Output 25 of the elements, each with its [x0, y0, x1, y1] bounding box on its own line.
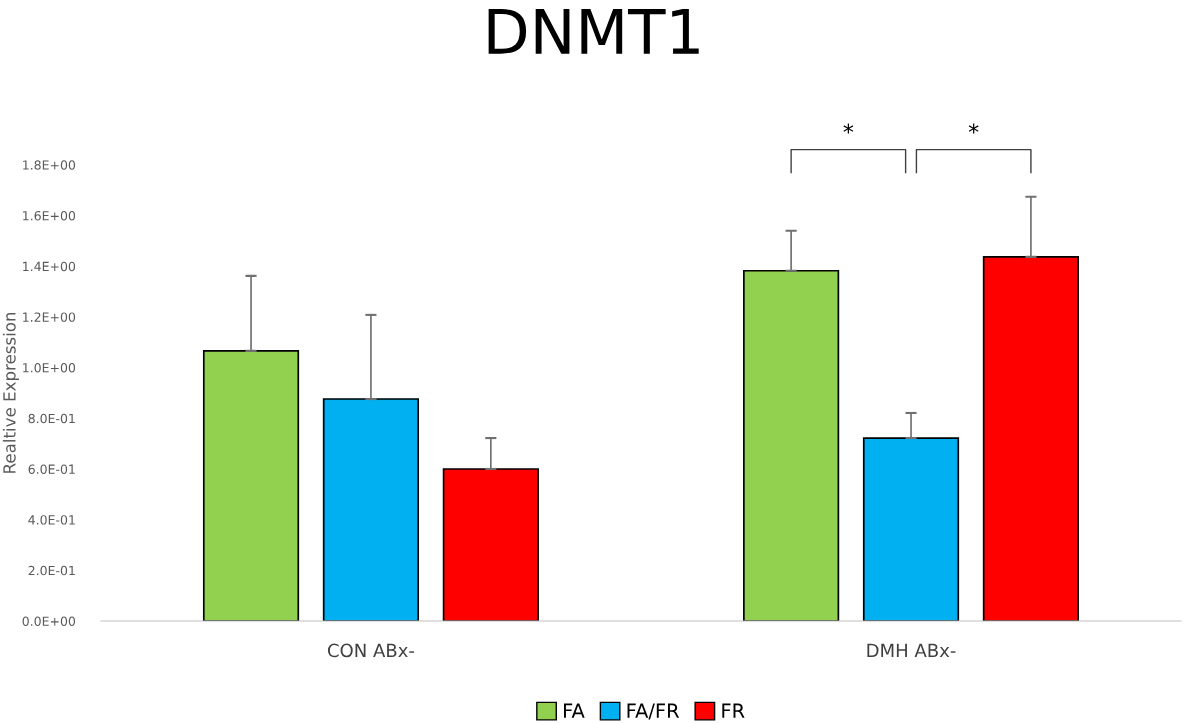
y-tick-label: 8.0E-01: [28, 413, 75, 424]
y-tick-label: 1.2E+00: [23, 312, 76, 322]
chart-title: DNMT1: [488, 9, 699, 54]
y-tick-label: 2.0E-01: [28, 565, 75, 576]
bar: [862, 437, 960, 622]
y-tick-label: 0.0E+00: [22, 616, 76, 626]
y-tick-label: 1.6E+00: [23, 211, 76, 221]
bar: [202, 350, 300, 622]
text: *: [968, 123, 979, 134]
y-tick-label: 1.0E+00: [23, 363, 76, 373]
legend-label: FR: [722, 703, 745, 718]
y-tick-label: 1.4E+00: [23, 261, 76, 272]
y-tick-label: 4.0E-01: [28, 515, 75, 525]
bar: [322, 398, 420, 622]
bar: [982, 256, 1080, 622]
legend-label: FA/FR: [627, 703, 680, 720]
x-tick-label: CON ABx-: [327, 643, 415, 658]
y-axis-title: Realtive Expression: [2, 312, 19, 473]
legend-label: FA: [564, 703, 585, 718]
x-tick-label: DMH ABx-: [867, 643, 956, 657]
y-tick-label: 6.0E-01: [28, 464, 75, 474]
y-tick-label: 1.8E+00: [23, 160, 76, 170]
bar: [442, 468, 539, 622]
text: *: [843, 123, 854, 134]
bar: [743, 269, 840, 622]
